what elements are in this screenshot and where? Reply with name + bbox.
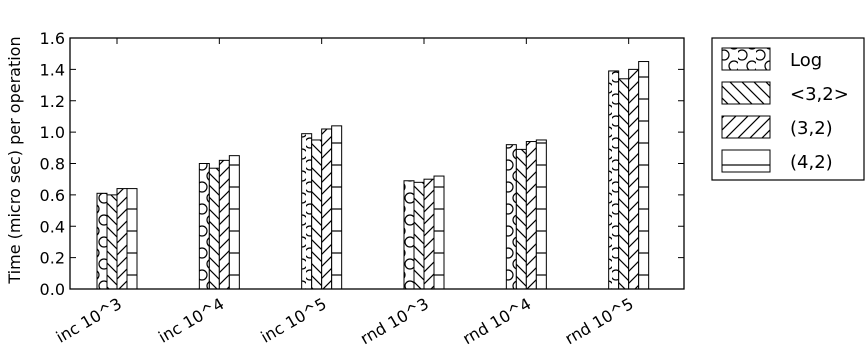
y-tick-label: 0.4 [40,217,65,236]
bar-backslash [106,194,118,290]
bar-backslash [618,78,630,290]
y-tick-label: 0.0 [40,280,65,299]
bar-circles [505,144,517,290]
bar-horizontal [638,61,650,290]
legend-label: <3,2> [790,84,849,105]
bar-backslash [208,167,220,290]
legend-label: (4,2) [790,152,833,173]
legend-label: Log [790,50,822,71]
x-tick-label: inc 10^4 [155,294,227,347]
bar-slash [116,188,128,290]
bar-horizontal [228,155,240,290]
x-tick-label: rnd 10^4 [459,294,534,348]
legend-label: (3,2) [790,118,833,139]
y-tick-label: 1.6 [40,29,65,48]
x-tick-label: rnd 10^5 [562,294,637,348]
y-tick-label: 0.2 [40,249,65,268]
bar-circles [198,163,210,290]
y-tick-label: 1.4 [40,60,65,79]
bar-slash [321,128,333,290]
legend-swatch-circles [721,47,771,71]
legend-swatch-horizontal [721,149,771,173]
bar-slash [525,141,537,290]
legend: Log <3,2> (3,2) (4,2) [711,37,865,181]
y-tick-label: 0.8 [40,155,65,174]
bar-horizontal [331,125,343,290]
y-tick-label: 0.6 [40,186,65,205]
bar-horizontal [535,139,547,290]
x-tick-label: inc 10^5 [257,294,329,347]
bar-horizontal [126,188,138,290]
bar-circles [403,180,415,290]
y-axis-label: Time (micro sec) per operation [5,36,24,284]
bar-slash [628,68,640,290]
bar-circles [608,70,620,290]
x-tick-label: inc 10^3 [53,294,125,347]
bar-slash [218,159,230,290]
plot-frame [69,37,685,290]
x-tick-label: rnd 10^3 [357,294,432,348]
bar-backslash [515,148,527,290]
bar-backslash [311,139,323,290]
bar-backslash [413,181,425,290]
bar-slash [423,178,435,290]
legend-swatch-backslash [721,81,771,105]
bar-circles [96,192,108,290]
bar-circles [301,133,313,290]
legend-swatch-slash [721,115,771,139]
y-tick-label: 1.0 [40,123,65,142]
y-tick-label: 1.2 [40,92,65,111]
bar-horizontal [433,175,445,290]
